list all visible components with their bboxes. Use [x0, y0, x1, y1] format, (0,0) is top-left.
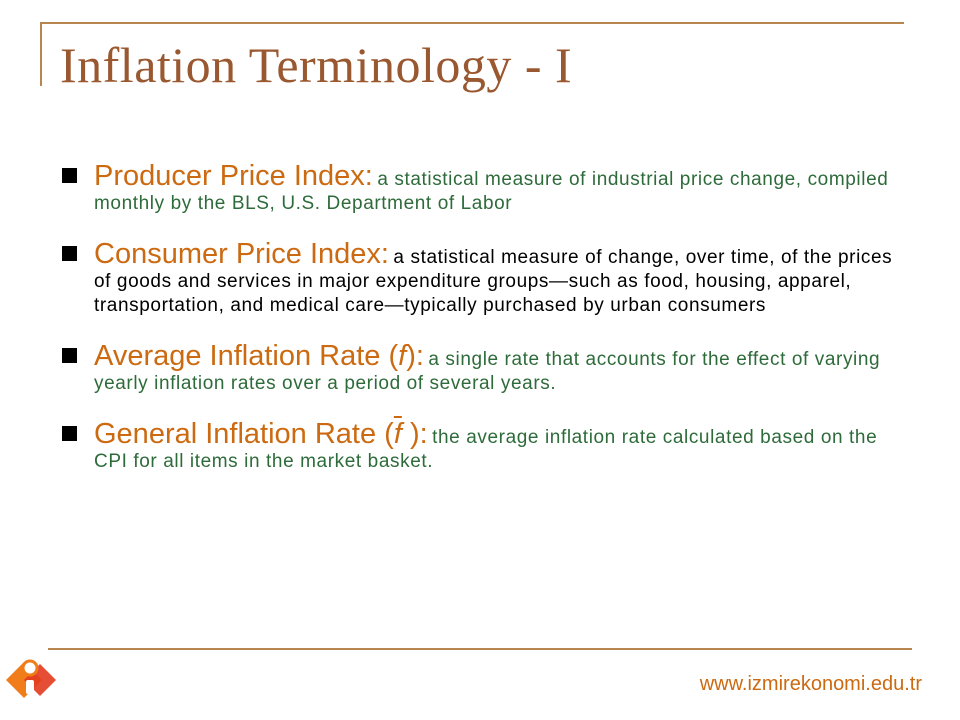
square-bullet-icon — [62, 168, 77, 183]
term-definition: the average inflation rate calculated ba… — [94, 427, 878, 472]
term-label: Average Inflation Rate (f): — [94, 340, 424, 372]
list-item: General Inflation Rate (f ): the average… — [60, 418, 910, 474]
term-definition: a statistical measure of change, over ti… — [94, 247, 893, 316]
top-frame-line — [40, 22, 904, 24]
term-definition: a statistical measure of industrial pric… — [94, 169, 889, 214]
page-title: Inflation Terminology - I — [60, 37, 573, 93]
term-definition: a single rate that accounts for the effe… — [94, 349, 881, 394]
list-item: Producer Price Index: a statistical meas… — [60, 160, 910, 216]
term-label-suffix: ): — [406, 340, 424, 372]
footer-url-link[interactable]: www.izmirekonomi.edu.tr — [699, 673, 922, 695]
term-label-prefix: General Inflation Rate ( — [94, 418, 394, 450]
square-bullet-icon — [62, 426, 77, 441]
square-bullet-icon — [62, 246, 77, 261]
term-label: General Inflation Rate (f ): — [94, 418, 428, 450]
term-label-prefix: Average Inflation Rate ( — [94, 340, 399, 372]
list-item: Consumer Price Index: a statistical meas… — [60, 238, 910, 318]
term-label: Consumer Price Index: — [94, 238, 389, 270]
square-bullet-icon — [62, 348, 77, 363]
term-symbol: f — [398, 340, 407, 372]
list-item: Average Inflation Rate (f): a single rat… — [60, 340, 910, 396]
term-symbol-overlined: f — [393, 418, 402, 450]
left-frame-line — [40, 22, 42, 86]
izmir-ekonomi-logo-icon — [6, 659, 56, 698]
term-label-suffix: ): — [401, 418, 428, 450]
bottom-frame-line — [48, 648, 912, 650]
term-list: Producer Price Index: a statistical meas… — [60, 160, 910, 496]
term-label: Producer Price Index: — [94, 160, 373, 192]
